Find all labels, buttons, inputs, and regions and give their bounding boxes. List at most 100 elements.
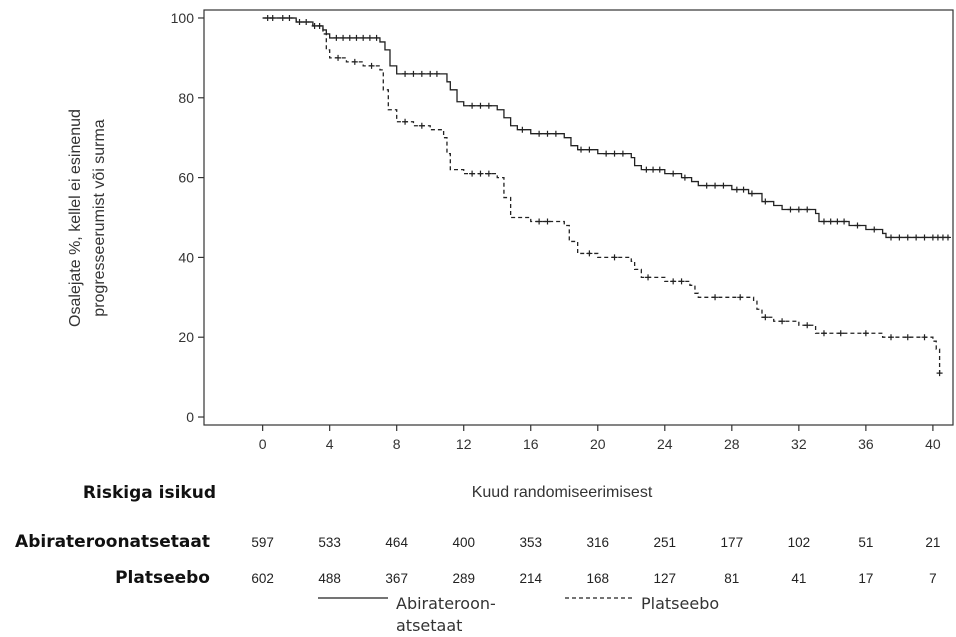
censor-mark [427, 70, 434, 77]
plot-frame [203, 9, 954, 426]
censor-mark [477, 102, 484, 109]
censor-mark [681, 174, 688, 181]
censor-mark [896, 234, 903, 241]
censor-mark [645, 274, 652, 281]
x-tick-label: 28 [724, 436, 740, 452]
risk-value: 102 [788, 535, 811, 550]
risk-value: 17 [858, 571, 873, 586]
censor-mark [611, 150, 618, 157]
censor-mark [670, 278, 677, 285]
censor-mark [762, 198, 769, 205]
censor-mark [939, 234, 946, 241]
censor-mark [733, 186, 740, 193]
risk-value: 127 [654, 571, 677, 586]
x-axis-label: Kuud randomiseerimisest [472, 484, 653, 501]
risk-value: 7 [929, 571, 937, 586]
censor-mark [544, 130, 551, 137]
censor-mark [670, 170, 677, 177]
censor-mark [820, 330, 827, 337]
legend-label-abirateroon-line2: atsetaat [396, 616, 462, 635]
risk-value: 597 [251, 535, 274, 550]
risk-value: 464 [385, 535, 408, 550]
x-tick-label: 0 [259, 436, 267, 452]
y-tick-label: 80 [178, 90, 194, 106]
risk-row-label-abirateroonatsetaat: Abirateroonatsetaat [15, 532, 210, 552]
x-tick-label: 32 [791, 436, 807, 452]
censor-mark [748, 190, 755, 197]
censor-mark [913, 234, 920, 241]
risk-value: 51 [858, 535, 873, 550]
censor-mark [703, 182, 710, 189]
censor-mark [787, 206, 794, 213]
risk-value: 168 [587, 571, 610, 586]
censor-mark [418, 122, 425, 129]
censor-mark [333, 34, 340, 41]
censor-mark [837, 330, 844, 337]
censor-mark [712, 294, 719, 301]
censor-mark [586, 146, 593, 153]
censor-mark [740, 186, 747, 193]
risk-value: 21 [925, 535, 940, 550]
y-axis-label-line2: progresseerumist või surma [91, 119, 108, 317]
x-tick-label: 40 [925, 436, 941, 452]
series-line-abirateroon [262, 17, 950, 239]
censor-mark [656, 166, 663, 173]
y-axis-label-line1: Osalejate %, kellel ei esinenud [67, 109, 84, 327]
censor-mark [469, 102, 476, 109]
censor-mark [862, 330, 869, 337]
risk-value: 316 [587, 535, 610, 550]
y-tick-label: 40 [178, 249, 194, 265]
legend-label-abirateroon-line1: Abirateroon- [396, 594, 496, 613]
censor-mark [888, 234, 895, 241]
censor-mark [346, 34, 353, 41]
y-tick-label: 20 [178, 329, 194, 345]
censor-mark [603, 150, 610, 157]
risk-value: 177 [721, 535, 744, 550]
x-tick-label: 12 [456, 436, 472, 452]
risk-value: 81 [724, 571, 739, 586]
censor-mark [720, 182, 727, 189]
censor-mark [402, 118, 409, 125]
censor-mark [762, 314, 769, 321]
censor-mark [485, 170, 492, 177]
censor-mark [888, 334, 895, 341]
censor-mark [841, 218, 848, 225]
censor-mark [353, 34, 360, 41]
censor-mark [934, 234, 941, 241]
risk-value: 488 [318, 571, 341, 586]
censor-mark [485, 102, 492, 109]
censor-mark [944, 234, 951, 241]
censor-mark [921, 334, 928, 341]
risk-value: 533 [318, 535, 341, 550]
censor-mark [544, 218, 551, 225]
censor-mark [827, 218, 834, 225]
censor-mark [366, 34, 373, 41]
censor-mark [904, 334, 911, 341]
censor-mark [335, 54, 342, 61]
censor-mark [643, 166, 650, 173]
x-tick-label: 4 [326, 436, 334, 452]
risk-table: Abirateroonatsetaat Platseebo 597 533 464 4… [15, 532, 940, 588]
censor-mark [804, 322, 811, 329]
censor-mark [351, 58, 358, 65]
y-axis: 0 20 40 60 80 100 [171, 10, 204, 425]
censor-mark [619, 150, 626, 157]
censor-mark [469, 170, 476, 177]
censor-mark [519, 126, 526, 133]
censor-mark [418, 70, 425, 77]
legend: Abirateroon- atsetaat Platseebo [318, 594, 719, 635]
y-tick-label: 100 [171, 10, 195, 26]
censor-mark [611, 254, 618, 261]
censor-mark [804, 206, 811, 213]
x-tick-label: 20 [590, 436, 606, 452]
censor-mark [360, 34, 367, 41]
censor-mark [433, 70, 440, 77]
series-line-platseebo [262, 17, 941, 374]
censor-mark [712, 182, 719, 189]
y-tick-label: 0 [186, 409, 194, 425]
x-axis: 0 4 8 12 16 20 24 28 32 36 40 [259, 425, 941, 452]
censor-mark [368, 62, 375, 69]
x-tick-label: 24 [657, 436, 673, 452]
y-tick-label: 60 [178, 170, 194, 186]
